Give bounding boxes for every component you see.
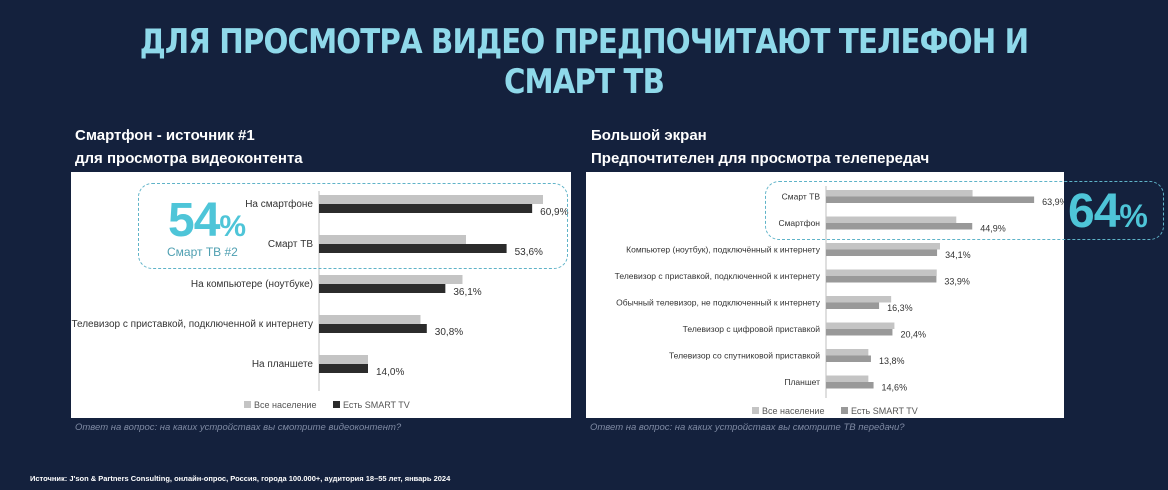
data-label: 30,8% bbox=[435, 327, 463, 338]
legend-swatch bbox=[841, 407, 848, 414]
data-label: 36,1% bbox=[453, 287, 481, 298]
source-note: Источник: J'son & Partners Consulting, о… bbox=[30, 474, 451, 483]
right-subtitle: Большой экран Предпочтителен для просмот… bbox=[591, 124, 929, 170]
bar-smart-tv bbox=[319, 244, 507, 253]
left-highlight-value: 54% bbox=[168, 194, 246, 252]
bar-all-population bbox=[319, 195, 543, 204]
bar-smart-tv bbox=[826, 223, 973, 230]
bar-smart-tv bbox=[319, 284, 446, 293]
bar-all-population bbox=[319, 315, 421, 324]
right-question: Ответ на вопрос: на каких устройствах вы… bbox=[590, 422, 905, 433]
legend-label: Все население bbox=[762, 406, 824, 416]
category-label: На смартфоне bbox=[245, 198, 313, 210]
bar-all-population bbox=[319, 355, 368, 364]
bar-all-population bbox=[826, 190, 973, 197]
bar-smart-tv bbox=[826, 302, 880, 309]
data-label: 14,6% bbox=[882, 383, 908, 393]
legend-swatch bbox=[333, 401, 340, 408]
left-highlight-number: 54 bbox=[168, 194, 220, 247]
bar-all-population bbox=[826, 322, 895, 329]
left-question: Ответ на вопрос: на каких устройствах вы… bbox=[75, 422, 402, 433]
bar-smart-tv bbox=[826, 382, 874, 389]
right-chart-panel: Смарт ТВ 63,9% Смартфон 44,9% Компьютер (ноу… bbox=[586, 172, 1064, 418]
category-label: Телевизор с цифровой приставкой bbox=[683, 324, 821, 334]
right-highlight-value: 64% bbox=[1068, 185, 1148, 241]
category-label: Обычный телевизор, не подключенный к инт… bbox=[616, 298, 821, 308]
right-highlight-percent: % bbox=[1119, 198, 1147, 234]
bar-smart-tv bbox=[826, 249, 938, 256]
page-title: ДЛЯ ПРОСМОТРА ВИДЕО ПРЕДПОЧИТАЮТ ТЕЛЕФОН… bbox=[139, 22, 1029, 102]
bar-all-population bbox=[826, 349, 869, 356]
bar-all-population bbox=[826, 216, 957, 223]
data-label: 33,9% bbox=[944, 277, 970, 287]
right-subtitle-line1: Большой экран bbox=[591, 127, 707, 144]
left-bar-chart: На смартфоне 60,9% Смарт ТВ 53,6% На компьют… bbox=[71, 191, 569, 410]
category-label: Планшет bbox=[784, 377, 820, 387]
category-label: Смартфон bbox=[778, 218, 820, 228]
legend-label: Есть SMART TV bbox=[343, 400, 410, 410]
data-label: 34,1% bbox=[945, 250, 971, 260]
data-label: 20,4% bbox=[900, 330, 926, 340]
category-label: На планшете bbox=[252, 359, 314, 370]
data-label: 60,9% bbox=[540, 207, 568, 218]
right-subtitle-line2: Предпочтителен для просмотра телепередач bbox=[591, 150, 930, 167]
left-subtitle-line2: для просмотра видеоконтента bbox=[75, 150, 303, 167]
bar-smart-tv bbox=[319, 204, 533, 213]
left-highlight-percent: % bbox=[219, 210, 246, 243]
data-label: 63,9% bbox=[1042, 197, 1064, 207]
category-label: На компьютере (ноутбуке) bbox=[191, 278, 313, 290]
bar-smart-tv bbox=[826, 276, 937, 283]
left-subtitle: Смартфон - источник #1 для просмотра вид… bbox=[75, 124, 303, 170]
category-label: Компьютер (ноутбук), подключённый к инте… bbox=[626, 245, 821, 255]
left-subtitle-line1: Смартфон - источник #1 bbox=[75, 127, 255, 144]
left-highlight-box bbox=[138, 183, 568, 269]
category-label: Телевизор с приставкой, подключенной к и… bbox=[71, 319, 313, 330]
bar-all-population bbox=[319, 275, 463, 284]
legend-swatch bbox=[244, 401, 251, 408]
bar-all-population bbox=[826, 375, 869, 382]
bar-all-population bbox=[826, 243, 940, 250]
category-label: Телевизор с приставкой, подключенной к и… bbox=[615, 271, 821, 281]
bar-smart-tv bbox=[319, 324, 427, 333]
data-label: 16,3% bbox=[887, 303, 913, 313]
bar-smart-tv bbox=[826, 355, 871, 362]
bar-smart-tv bbox=[826, 329, 893, 336]
right-bar-chart: Смарт ТВ 63,9% Смартфон 44,9% Компьютер (ноу… bbox=[615, 186, 1064, 416]
left-highlight-caption: Смарт ТВ #2 bbox=[167, 245, 238, 259]
data-label: 13,8% bbox=[879, 356, 905, 366]
right-highlight-number: 64 bbox=[1068, 185, 1120, 238]
legend-swatch bbox=[752, 407, 759, 414]
data-label: 53,6% bbox=[515, 247, 543, 258]
category-label: Смарт ТВ bbox=[268, 239, 313, 250]
data-label: 14,0% bbox=[376, 367, 404, 378]
bar-all-population bbox=[826, 269, 937, 276]
category-label: Смарт ТВ bbox=[782, 192, 821, 202]
data-label: 44,9% bbox=[980, 224, 1006, 234]
left-chart-panel: На смартфоне 60,9% Смарт ТВ 53,6% На компьют… bbox=[71, 172, 571, 418]
legend-label: Есть SMART TV bbox=[851, 406, 918, 416]
bar-all-population bbox=[319, 235, 466, 244]
bar-smart-tv bbox=[826, 196, 1035, 203]
category-label: Телевизор со спутниковой приставкой bbox=[669, 351, 820, 361]
legend-label: Все население bbox=[254, 400, 316, 410]
bar-smart-tv bbox=[319, 364, 368, 373]
right-highlight-box bbox=[765, 181, 1164, 240]
bar-all-population bbox=[826, 296, 892, 303]
